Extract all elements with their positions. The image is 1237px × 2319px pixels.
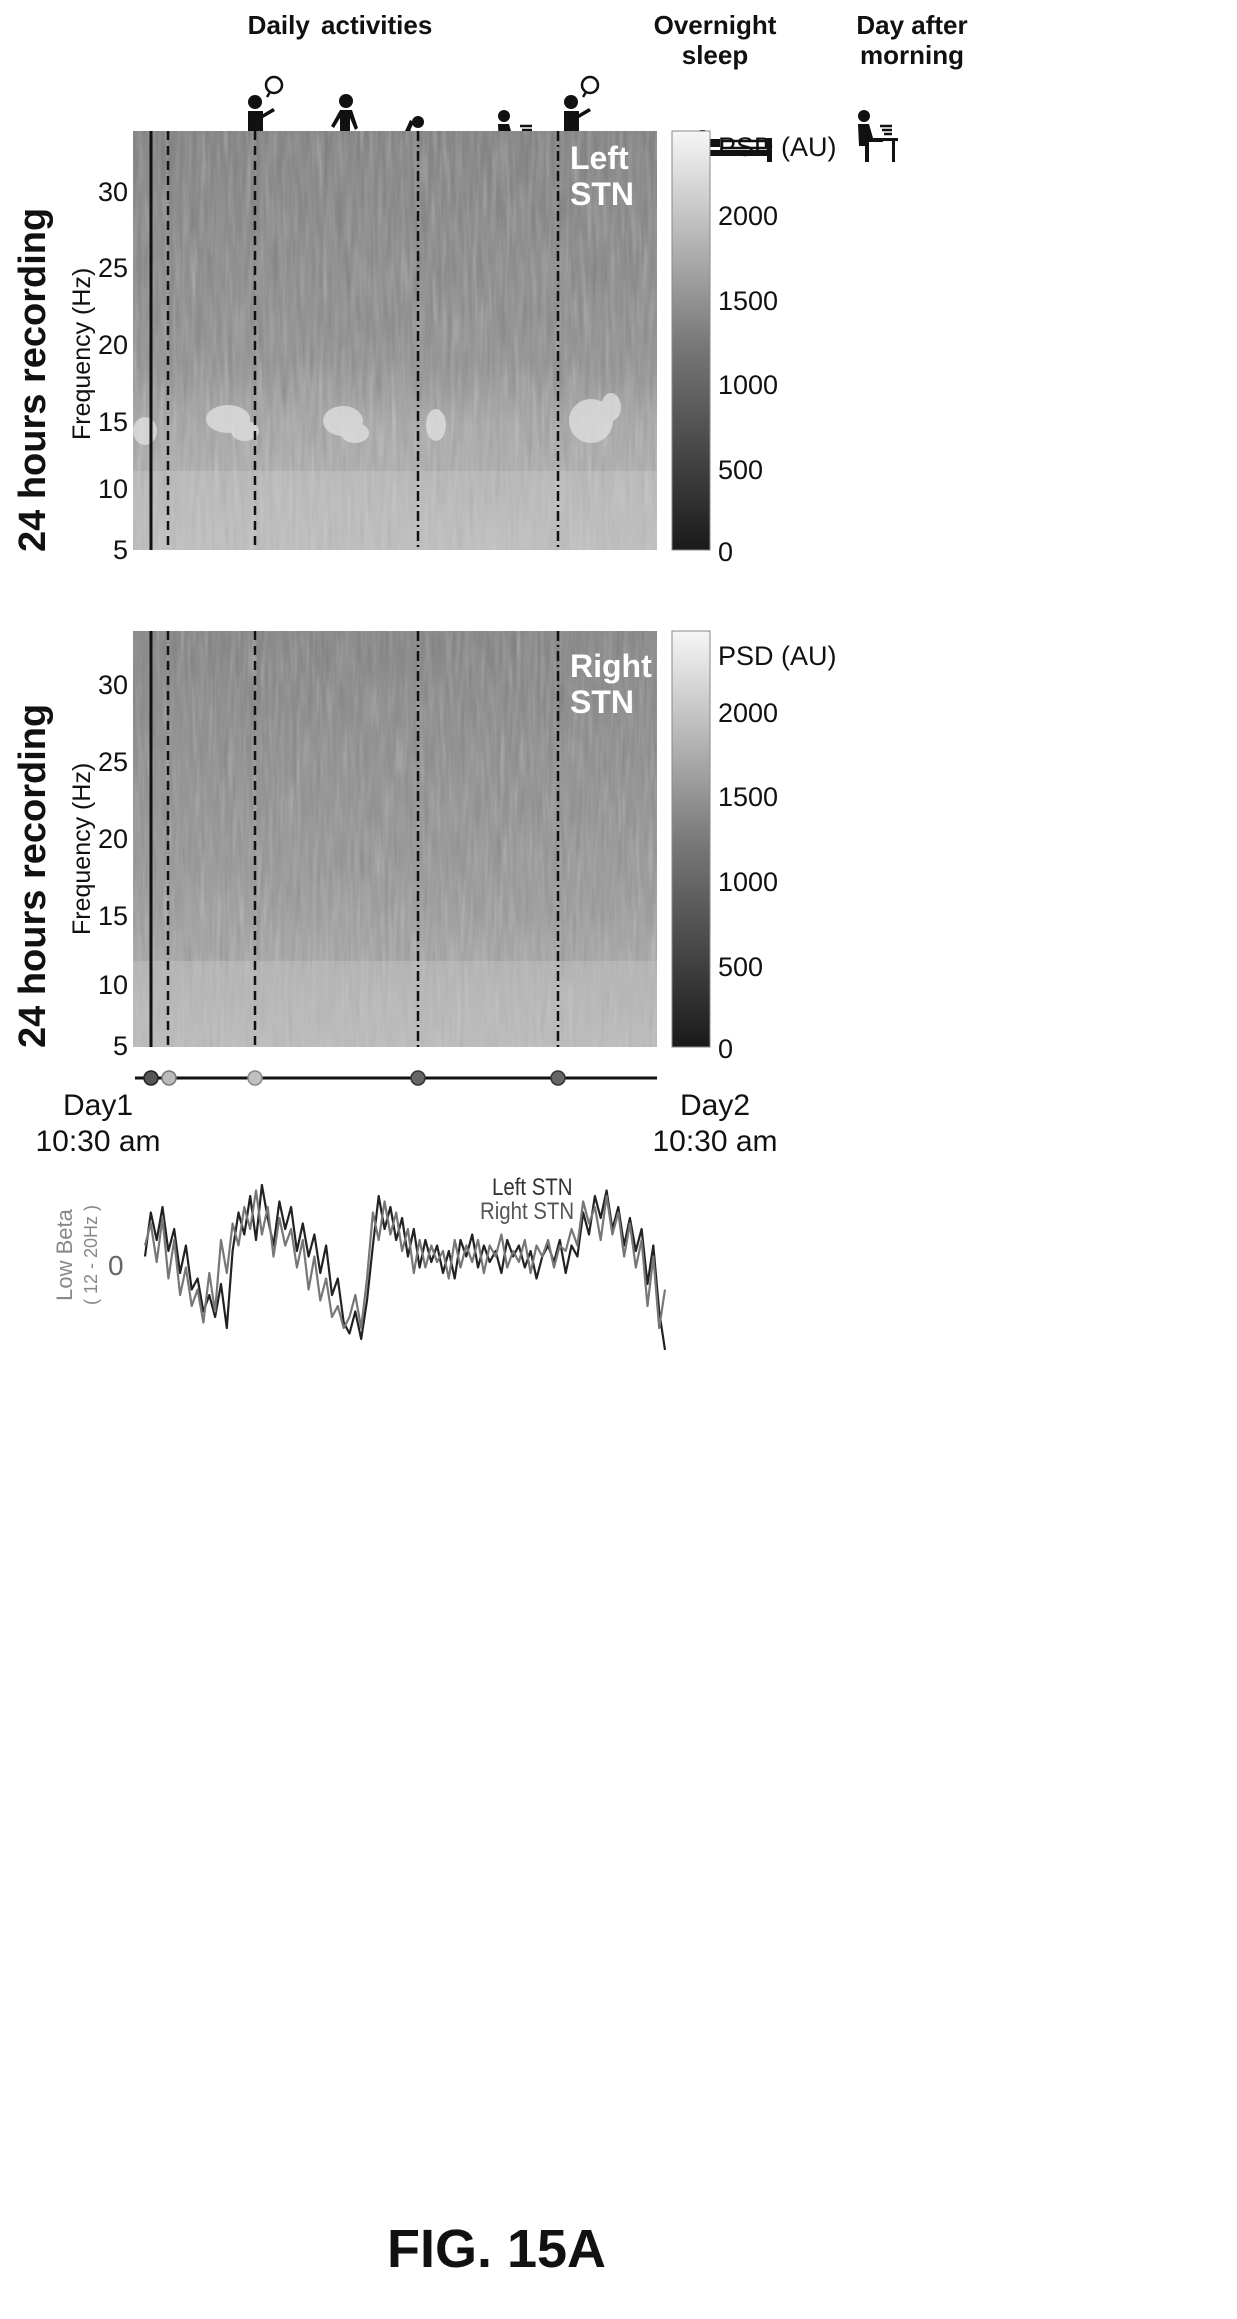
panel2-colorbar xyxy=(671,630,711,1048)
panel1-colorbar-title: PSD (AU) xyxy=(718,132,837,162)
panel2-cbtick-1000: 1000 xyxy=(718,867,779,897)
panel1-ytick-5: 5 xyxy=(112,535,128,565)
panel1-ytick-10: 10 xyxy=(97,474,128,504)
lowbeta-line-chart xyxy=(143,1183,667,1351)
panel2-colorbar-title: PSD (AU) xyxy=(718,641,837,671)
overnight-sleep-label: Overnight sleep xyxy=(625,10,805,70)
panel1-ytick-25: 25 xyxy=(97,253,128,283)
timeline-marker xyxy=(143,1070,159,1086)
panel2-cbtick-0: 0 xyxy=(718,1034,734,1064)
bed-icon xyxy=(700,130,772,162)
panel2-cbtick-500: 500 xyxy=(718,952,764,982)
timeline-marker xyxy=(410,1070,426,1086)
panel1-cbtick-1000: 1000 xyxy=(718,370,779,400)
panel2-ytick-25: 25 xyxy=(97,747,128,777)
panel1-side-label: 24 hours recording xyxy=(12,207,54,552)
end-day: Day2 xyxy=(679,1089,751,1122)
panel2-ytick-5: 5 xyxy=(112,1031,128,1061)
timeline-marker xyxy=(161,1070,177,1086)
start-time: 10:30 am xyxy=(35,1125,161,1158)
overnight-line2: sleep xyxy=(681,40,749,70)
low-frequency-streaks xyxy=(133,471,657,550)
lowbeta-ylabel-line1: Low Beta xyxy=(52,1209,77,1301)
panel2-ytick-15: 15 xyxy=(97,901,128,931)
seated-person-at-desk-icon xyxy=(858,110,898,162)
timeline-marker xyxy=(550,1070,566,1086)
right-stn-label: Right STN xyxy=(570,648,652,720)
panel2-cbtick-1500: 1500 xyxy=(718,782,779,812)
lowbeta-zero-tick: 0 xyxy=(108,1250,124,1281)
panel2-ytick-10: 10 xyxy=(97,970,128,1000)
panel1-cbtick-500: 500 xyxy=(718,455,764,485)
timeline xyxy=(135,1070,657,1086)
start-day: Day1 xyxy=(62,1089,134,1122)
panel2-ytick-20: 20 xyxy=(97,824,128,854)
overnight-line1: Overnight xyxy=(653,10,777,40)
day-after-line1: Day after xyxy=(856,10,968,40)
panel2-ytick-30: 30 xyxy=(97,670,128,700)
panel1-ytick-15: 15 xyxy=(97,407,128,437)
figure-label: FIG. 15A xyxy=(387,2219,607,2279)
day-after-line2: morning xyxy=(860,40,964,70)
legend-left-stn: Left STN xyxy=(492,1174,573,1201)
timeline-start-label: Day1 10:30 am xyxy=(18,1088,178,1160)
end-time: 10:30 am xyxy=(652,1125,778,1158)
panel2-side-label: 24 hours recording xyxy=(12,703,54,1048)
panel1-ytick-20: 20 xyxy=(97,330,128,360)
panel2-cbtick-2000: 2000 xyxy=(718,698,779,728)
right-stn-line1: Right xyxy=(570,648,652,684)
panel1-cbtick-2000: 2000 xyxy=(718,201,779,231)
legend-right-stn: Right STN xyxy=(480,1198,575,1225)
panel1-colorbar xyxy=(671,130,711,551)
right-stn-trace xyxy=(143,1189,667,1330)
lowbeta-ylabel-line2: ( 12 - 20Hz ) xyxy=(81,1204,101,1306)
panel1-cbtick-1500: 1500 xyxy=(718,286,779,316)
right-stn-spectrogram xyxy=(133,631,657,1047)
timeline-end-label: Day2 10:30 am xyxy=(640,1088,790,1160)
left-stn-line2: STN xyxy=(570,176,634,212)
lowbeta-ylabel: Low Beta ( 12 - 20Hz ) xyxy=(52,1185,104,1325)
timeline-marker xyxy=(247,1070,263,1086)
left-stn-trace xyxy=(143,1183,667,1351)
panel1-cbtick-0: 0 xyxy=(718,537,734,567)
panel1-ytick-30: 30 xyxy=(97,177,128,207)
left-stn-label: Left STN xyxy=(570,140,634,212)
left-stn-spectrogram xyxy=(133,131,657,550)
left-stn-line1: Left xyxy=(570,140,629,176)
day-after-morning-label: Day after morning xyxy=(828,10,996,70)
daily-activities-label: Daily activities xyxy=(247,10,433,40)
right-stn-line2: STN xyxy=(570,684,634,720)
